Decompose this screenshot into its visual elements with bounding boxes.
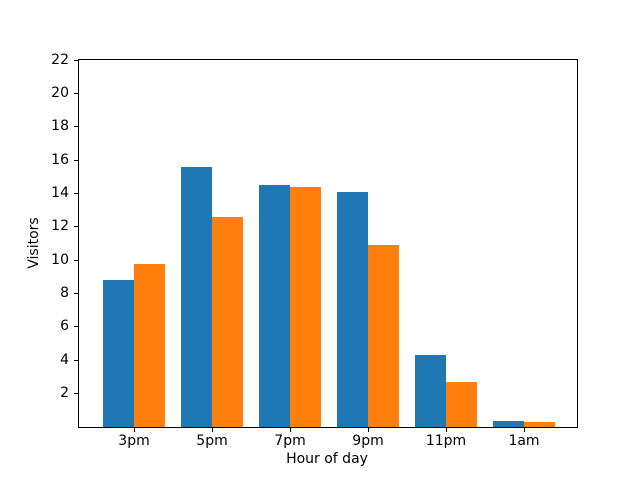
bar-orange-series-11pm (446, 381, 477, 427)
y-tick-mark (74, 126, 79, 128)
x-tick-label: 1am (508, 433, 540, 449)
bar-orange-series-9pm (368, 245, 399, 427)
bar-blue-series-11pm (415, 355, 446, 427)
x-tick-mark (133, 427, 135, 432)
x-tick-label: 11pm (425, 433, 467, 449)
y-tick-mark (74, 192, 79, 194)
y-tick-label: 12 (51, 218, 69, 235)
y-tick-label: 20 (51, 84, 69, 101)
bar-blue-series-9pm (337, 191, 368, 427)
y-tick-mark (74, 326, 79, 328)
y-tick-label: 10 (51, 251, 69, 268)
y-tick-mark (74, 359, 79, 361)
bar-orange-series-1am (524, 421, 555, 427)
x-tick-mark (445, 427, 447, 432)
y-tick-mark (74, 92, 79, 94)
y-tick-label: 6 (60, 318, 69, 335)
bar-blue-series-5pm (181, 166, 212, 427)
y-tick-mark (74, 259, 79, 261)
y-tick-label: 14 (51, 184, 69, 201)
x-tick-mark (523, 427, 525, 432)
plot-area: 2 4 6 8 10 12 14 16 18 20 22 3pm 5pm 7pm 9pm 11pm 1am (51, 52, 578, 449)
bar-blue-series-3pm (103, 280, 134, 427)
y-tick-label: 2 (60, 385, 69, 402)
x-tick-mark (211, 427, 213, 432)
y-tick-label: 22 (51, 51, 69, 68)
y-tick-mark (74, 226, 79, 228)
x-tick-label: 9pm (352, 433, 384, 449)
y-tick-label: 16 (51, 151, 69, 168)
y-tick-label: 18 (51, 118, 69, 135)
y-tick-mark (74, 159, 79, 161)
bar-blue-series-7pm (259, 185, 290, 427)
x-tick-label: 3pm (118, 433, 150, 449)
bar-orange-series-5pm (212, 216, 243, 427)
bar-orange-series-3pm (134, 263, 165, 427)
y-tick-mark (74, 393, 79, 395)
x-tick-mark (289, 427, 291, 432)
y-tick-label: 8 (60, 285, 69, 302)
x-tick-mark (367, 427, 369, 432)
x-tick-label: 7pm (274, 433, 306, 449)
y-tick-mark (74, 59, 79, 61)
bar-orange-series-7pm (290, 186, 321, 427)
bar-blue-series-1am (493, 421, 524, 427)
y-tick-label: 4 (60, 351, 69, 368)
x-axis-label: Hour of day (286, 451, 368, 467)
y-tick-mark (74, 293, 79, 295)
x-tick-label: 5pm (196, 433, 228, 449)
